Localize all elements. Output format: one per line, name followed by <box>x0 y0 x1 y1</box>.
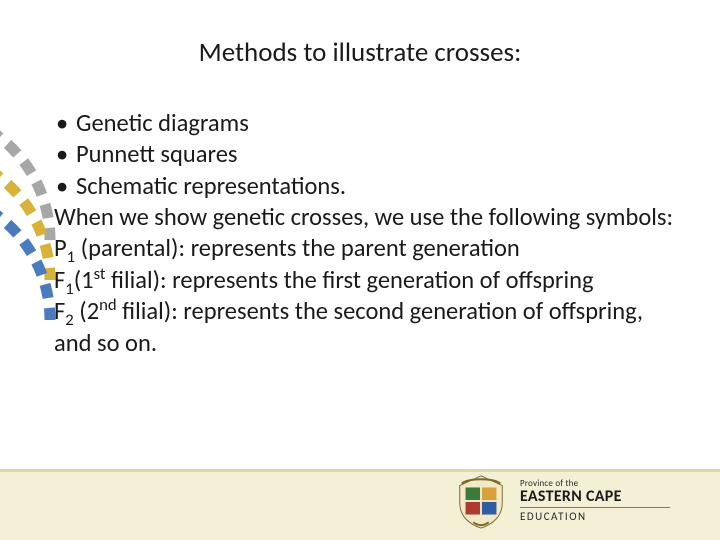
symbol-superscript: nd <box>99 295 117 315</box>
symbol-paren-suffix: filial) <box>117 296 172 326</box>
slide-body: • Genetic diagrams • Punnett squares • S… <box>54 108 674 359</box>
symbol-line-p1: P1 (parental): represents the parent gen… <box>54 233 674 264</box>
slide: Methods to illustrate crosses: • Genetic… <box>0 0 720 540</box>
symbol-label: F <box>54 265 65 295</box>
symbol-paren-prefix: (2 <box>79 296 99 326</box>
symbol-label: F <box>54 296 65 326</box>
symbol-desc: represents the first generation of offsp… <box>172 265 593 295</box>
symbol-paren-suffix: filial) <box>106 265 161 295</box>
bullet-marker: • <box>54 108 76 139</box>
bullet-marker: • <box>54 139 76 170</box>
logo-name: EASTERN CAPE <box>520 489 670 506</box>
crest-icon <box>452 472 510 530</box>
footer: Province of the EASTERN CAPE EDUCATION <box>0 462 720 540</box>
intro-paragraph: When we show genetic crosses, we use the… <box>54 202 674 233</box>
symbol-line-f2: F2 (2nd filial): represents the second g… <box>54 296 674 359</box>
symbol-line-f1: F1(1st filial): represents the first gen… <box>54 265 674 296</box>
symbol-desc: represents the parent generation <box>191 233 520 263</box>
logo-divider <box>520 507 670 508</box>
logo-education: EDUCATION <box>520 511 670 523</box>
bullet-item: • Schematic representations. <box>54 171 674 202</box>
bullet-text: Genetic diagrams <box>76 108 674 139</box>
symbol-superscript: st <box>94 264 106 284</box>
symbol-paren-text: (parental) <box>81 233 179 263</box>
slide-title: Methods to illustrate crosses: <box>0 36 720 69</box>
logo: Province of the EASTERN CAPE EDUCATION <box>452 468 682 534</box>
symbol-paren-prefix: (1 <box>74 265 94 295</box>
bullet-marker: • <box>54 171 76 202</box>
bullet-item: • Genetic diagrams <box>54 108 674 139</box>
symbol-label: P <box>54 233 67 263</box>
bullet-item: • Punnett squares <box>54 139 674 170</box>
bullet-text: Punnett squares <box>76 139 674 170</box>
logo-text: Province of the EASTERN CAPE EDUCATION <box>520 479 670 523</box>
bullet-text: Schematic representations. <box>76 171 674 202</box>
